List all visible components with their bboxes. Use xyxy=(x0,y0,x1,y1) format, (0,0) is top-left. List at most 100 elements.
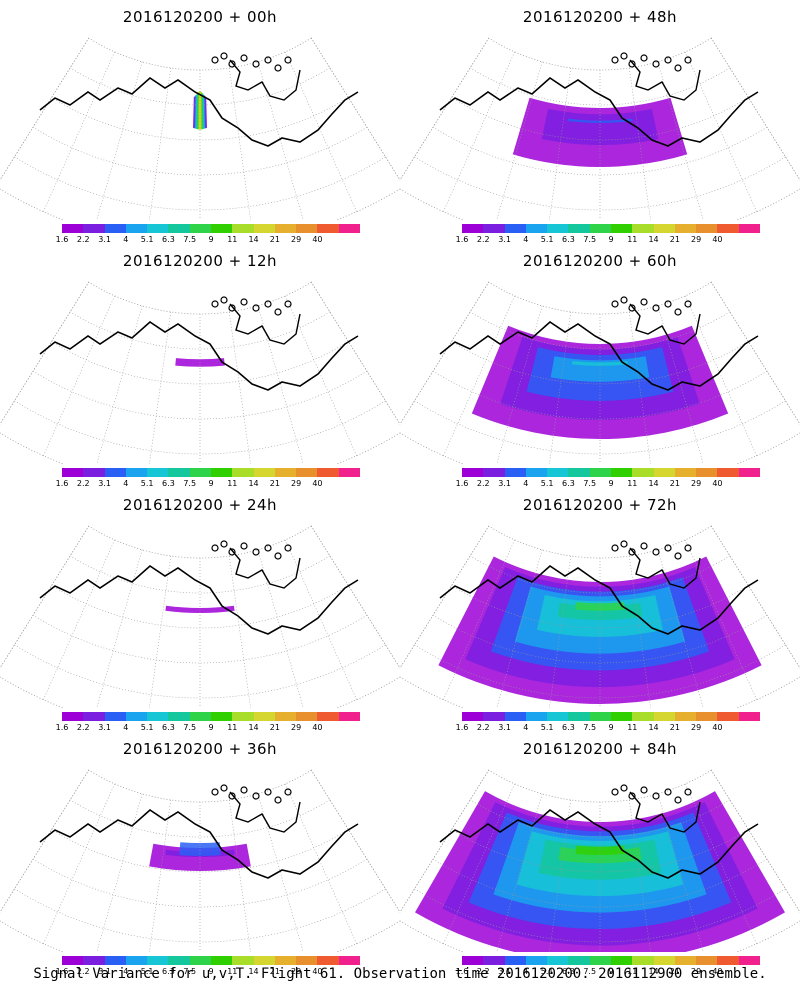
graticule-parallel xyxy=(414,156,786,211)
graticule-meridian xyxy=(443,539,515,700)
colorbar-swatch xyxy=(210,712,233,721)
colorbar-swatch xyxy=(717,224,739,233)
colorbar-tick-label: 4 xyxy=(523,967,529,976)
colorbar-tick-label: 4 xyxy=(123,967,129,976)
colorbar-tick-label: 5.1 xyxy=(540,479,554,488)
colorbar xyxy=(462,468,760,477)
coastline xyxy=(629,59,701,101)
colorbar-tick-label: 9 xyxy=(208,723,214,732)
colorbar-swatch xyxy=(568,956,590,965)
graticule-meridian xyxy=(228,799,251,952)
colorbar-tick-label: 29 xyxy=(691,479,702,488)
graticule-meridian xyxy=(628,311,651,464)
colorbar-swatch xyxy=(547,224,569,233)
colorbar-swatch xyxy=(338,712,360,721)
island-outline xyxy=(228,792,236,800)
colorbar-tick-label: 2.2 xyxy=(476,479,490,488)
colorbar xyxy=(62,468,360,477)
colorbar-tick-label: 40 xyxy=(712,479,723,488)
variance-contour xyxy=(198,90,202,130)
graticule-meridian xyxy=(657,549,704,708)
island-outline xyxy=(652,304,660,312)
coastline xyxy=(629,303,701,345)
colorbar-swatch xyxy=(83,468,105,477)
coastline xyxy=(229,547,301,589)
map-panel: 2016120200 + 12h 1.6 2.2 3.1 4 5.1 6.3 7.5 9 11 14… xyxy=(0,244,400,489)
island-outline xyxy=(240,54,248,62)
panel-title: 2016120200 + 00h xyxy=(122,8,278,26)
colorbar-tick-label: 11 xyxy=(227,723,238,732)
graticule-parallel xyxy=(32,370,368,420)
map-panel: 2016120200 + 00h 1.6 2.2 3.1 4 5.1 6.3 7.5 9 11 14… xyxy=(0,0,400,245)
figure-caption: Signal Variance for u,v,T. Flight 61. Ob… xyxy=(33,966,767,982)
graticule-parallel xyxy=(14,156,386,211)
colorbar-swatch xyxy=(568,468,590,477)
colorbar-swatch xyxy=(274,956,297,965)
conic-map xyxy=(0,769,400,952)
colorbar-swatch xyxy=(632,468,654,477)
colorbar-tick-label: 2.2 xyxy=(476,235,490,244)
colorbar-tick-label: 4 xyxy=(523,235,529,244)
colorbar-labels: 1.6 2.2 3.1 4 5.1 6.3 7.5 9 11 14 21 29 40 xyxy=(456,479,760,489)
graticule-parallel xyxy=(32,614,368,664)
conic-map xyxy=(0,37,400,220)
colorbar-swatch xyxy=(632,956,654,965)
colorbar-tick-label: 7.5 xyxy=(183,723,197,732)
colorbar-tick-label: 40 xyxy=(312,235,323,244)
colorbar-swatch xyxy=(338,468,360,477)
colorbar-tick-label: 6.3 xyxy=(562,235,575,244)
colorbar-tick-label: 4 xyxy=(123,235,129,244)
colorbar-swatch xyxy=(168,712,190,721)
island-outline xyxy=(284,788,292,796)
colorbar-swatch xyxy=(168,224,190,233)
colorbar-tick-label: 21 xyxy=(269,235,280,244)
graticule-meridian xyxy=(549,799,572,952)
colorbar-tick-label: 7.5 xyxy=(583,723,597,732)
graticule-parallel xyxy=(414,888,786,943)
conic-map xyxy=(0,525,400,708)
colorbar-swatch xyxy=(125,956,148,965)
island-outline xyxy=(620,52,628,60)
colorbar-tick-label: 1.6 xyxy=(55,479,69,488)
colorbar-tick-label: 6.3 xyxy=(562,967,575,976)
coastline xyxy=(439,320,759,391)
colorbar-swatch xyxy=(274,468,297,477)
graticule-meridian xyxy=(228,311,251,464)
colorbar-swatch xyxy=(610,224,633,233)
graticule-parallel xyxy=(432,614,768,664)
colorbar-tick-label: 9 xyxy=(608,723,614,732)
graticule-parallel xyxy=(51,97,349,141)
island-outline xyxy=(211,56,219,64)
island-outline xyxy=(640,54,648,62)
colorbar-tick-label: 14 xyxy=(648,235,659,244)
colorbar-swatch xyxy=(253,956,275,965)
coastline xyxy=(439,76,759,147)
island-outline xyxy=(228,60,236,68)
conic-map xyxy=(400,769,800,952)
graticule-parallel xyxy=(51,829,349,873)
island-outline xyxy=(684,56,692,64)
graticule-meridian xyxy=(443,783,515,944)
graticule-parallel xyxy=(414,400,786,455)
variance-contour xyxy=(179,842,221,856)
map-panel: 2016120200 + 72h 1.6 2.2 3.1 4 5.1 6.3 7.5 9 11 14… xyxy=(400,488,800,733)
graticule-meridian xyxy=(628,67,651,220)
map-panel: 2016120200 + 60h 1.6 2.2 3.1 4 5.1 6.3 7.5 9 11 14… xyxy=(400,244,800,489)
colorbar-swatch xyxy=(296,712,318,721)
graticule-meridian xyxy=(43,539,115,700)
graticule-meridian xyxy=(96,549,143,708)
colorbar-swatch xyxy=(104,468,126,477)
colorbar-tick-label: 11 xyxy=(627,967,638,976)
map-panel: 2016120200 + 24h 1.6 2.2 3.1 4 5.1 6.3 7.5 9 11 14… xyxy=(0,488,400,733)
graticule-meridian xyxy=(711,37,800,181)
island-outline xyxy=(684,788,692,796)
island-outline xyxy=(674,796,682,804)
colorbar-tick-label: 3.1 xyxy=(98,723,111,732)
colorbar-labels: 1.6 2.2 3.1 4 5.1 6.3 7.5 9 11 14 21 29 40 xyxy=(456,967,760,977)
island-outline xyxy=(211,788,219,796)
colorbar-tick-label: 11 xyxy=(627,235,638,244)
conic-map xyxy=(400,281,800,464)
island-outline xyxy=(252,548,260,556)
coastline xyxy=(439,808,759,879)
colorbar-tick-label: 40 xyxy=(312,967,323,976)
